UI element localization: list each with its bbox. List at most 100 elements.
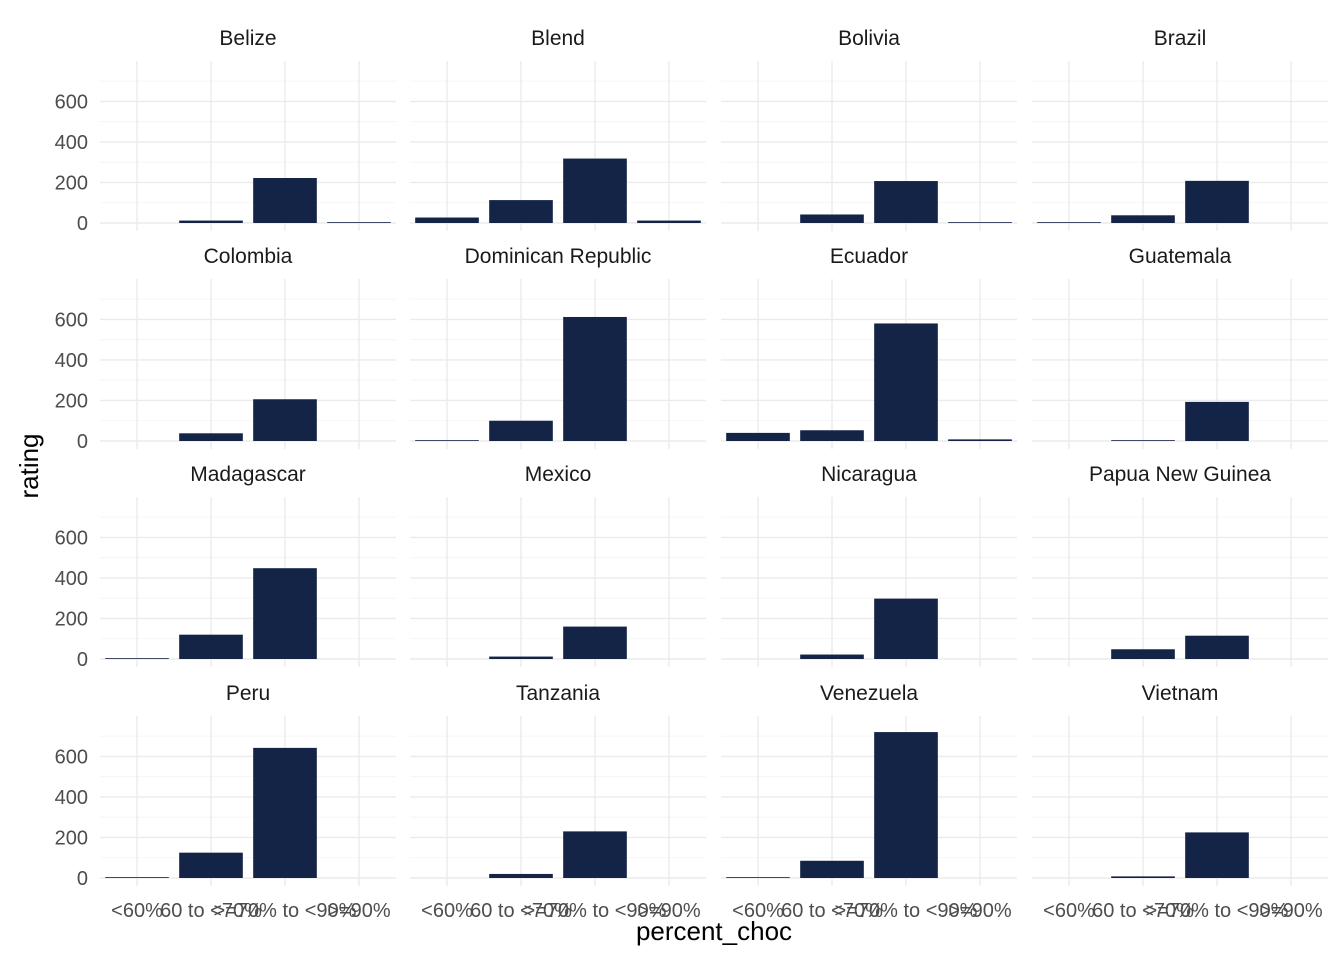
x-axis-title: percent_choc — [636, 916, 792, 946]
bar-brazil-2 — [1185, 180, 1249, 223]
bar-blend-2 — [563, 158, 627, 223]
bar-brazil-1 — [1111, 215, 1175, 223]
facet-title: Mexico — [525, 463, 592, 486]
bar-madagascar-0 — [105, 658, 169, 659]
x-tick-label: >=90% — [1259, 900, 1323, 922]
panel-venezuela: Venezuela <60%60 to <70%>=70% to <90%>=90… — [721, 682, 1017, 922]
bar-ecuador-2 — [874, 323, 938, 441]
bar-nicaragua-1 — [800, 654, 864, 659]
facet-title: Dominican Republic — [465, 245, 652, 268]
facet-title: Tanzania — [516, 682, 600, 705]
bar-peru-1 — [179, 852, 243, 878]
bar-guatemala-1 — [1111, 440, 1175, 441]
panel-bolivia: Bolivia — [721, 27, 1017, 231]
bar-peru-0 — [105, 877, 169, 878]
bar-brazil-0 — [1037, 222, 1101, 223]
y-tick-label: 200 — [55, 390, 88, 412]
y-tick-label: 400 — [55, 350, 88, 372]
x-tick-label: >=70% to <90% — [1146, 900, 1289, 922]
panel-ecuador: Ecuador — [721, 245, 1017, 449]
facet-title: Peru — [226, 682, 270, 705]
bar-mexico-1 — [489, 656, 553, 659]
bar-bolivia-3 — [948, 222, 1012, 223]
bar-papua-new-guinea-1 — [1111, 649, 1175, 659]
bar-ecuador-1 — [800, 430, 864, 441]
facet-title: Venezuela — [820, 682, 918, 705]
x-tick-label: >=90% — [327, 900, 391, 922]
panel-vietnam: Vietnam <60%60 to <70%>=70% to <90%>=90% — [1032, 682, 1328, 922]
bar-venezuela-2 — [874, 732, 938, 878]
facet-title: Brazil — [1154, 27, 1207, 50]
facet-title: Belize — [219, 27, 276, 50]
x-tick-label: >=70% to <90% — [524, 900, 667, 922]
bar-madagascar-1 — [179, 634, 243, 659]
y-tick-label: 0 — [77, 213, 88, 235]
facet-title: Colombia — [204, 245, 293, 268]
facet-title: Vietnam — [1142, 682, 1219, 705]
facet-title: Nicaragua — [821, 463, 917, 486]
bar-nicaragua-2 — [874, 598, 938, 659]
y-tick-label: 0 — [77, 649, 88, 671]
panel-blend: Blend — [410, 27, 706, 231]
bar-vietnam-1 — [1111, 876, 1175, 878]
y-tick-label: 200 — [55, 172, 88, 194]
bar-dominican-republic-2 — [563, 316, 627, 441]
y-tick-label: 400 — [55, 787, 88, 809]
x-tick-label: <60% — [732, 900, 784, 922]
x-tick-label: <60% — [111, 900, 163, 922]
x-tick-label: <60% — [1043, 900, 1095, 922]
y-tick-label: 600 — [55, 309, 88, 331]
bar-blend-1 — [489, 200, 553, 223]
y-tick-label: 600 — [55, 91, 88, 113]
bar-vietnam-2 — [1185, 832, 1249, 878]
facet-title: Bolivia — [838, 27, 900, 50]
panel-guatemala: Guatemala — [1032, 245, 1328, 449]
bar-blend-3 — [637, 220, 701, 223]
panel-peru: Peru 0 200 400 600 <60%60 to <70%>=70% to <90… — [55, 682, 396, 922]
y-tick-label: 600 — [55, 746, 88, 768]
y-tick-label: 400 — [55, 568, 88, 590]
panel-madagascar: Madagascar 0 200 400 600 — [55, 463, 396, 671]
bar-papua-new-guinea-2 — [1185, 635, 1249, 659]
bar-mexico-2 — [563, 626, 627, 659]
x-tick-label: >=90% — [948, 900, 1012, 922]
bar-venezuela-0 — [726, 877, 790, 878]
bar-blend-0 — [415, 217, 479, 223]
panel-dominican-republic: Dominican Republic — [410, 245, 706, 449]
panel-mexico: Mexico — [410, 463, 706, 667]
y-tick-label: 400 — [55, 132, 88, 154]
panel-tanzania: Tanzania <60%60 to <70%>=70% to <90%>=90% — [410, 682, 706, 922]
facet-title: Ecuador — [830, 245, 908, 268]
y-tick-label: 0 — [77, 868, 88, 890]
facet-title: Papua New Guinea — [1089, 463, 1271, 486]
panel-colombia: Colombia 0 200 400 600 — [55, 245, 396, 453]
y-tick-label: 600 — [55, 527, 88, 549]
panel-belize: Belize 0 200 400 600 — [55, 27, 396, 235]
x-tick-label: <60% — [421, 900, 473, 922]
panel-nicaragua: Nicaragua — [721, 463, 1017, 667]
panel-papua-new-guinea: Papua New Guinea — [1032, 463, 1328, 667]
x-tick-label: 60 to <70% — [470, 900, 572, 922]
x-tick-label: 60 to <70% — [160, 900, 262, 922]
bar-guatemala-2 — [1185, 401, 1249, 441]
x-tick-label: 60 to <70% — [781, 900, 883, 922]
bar-belize-1 — [179, 220, 243, 223]
bar-colombia-2 — [253, 399, 317, 441]
facet-title: Madagascar — [190, 463, 306, 486]
panel-brazil: Brazil — [1032, 27, 1328, 231]
bar-bolivia-1 — [800, 214, 864, 223]
y-tick-label: 200 — [55, 608, 88, 630]
bar-colombia-1 — [179, 433, 243, 441]
x-tick-label: >=70% to <90% — [214, 900, 357, 922]
bar-belize-2 — [253, 178, 317, 223]
bar-dominican-republic-0 — [415, 440, 479, 441]
bar-bolivia-2 — [874, 181, 938, 223]
facet-title: Blend — [531, 27, 585, 50]
bar-madagascar-2 — [253, 568, 317, 659]
y-tick-label: 200 — [55, 827, 88, 849]
bar-belize-3 — [327, 222, 391, 223]
bar-ecuador-3 — [948, 439, 1012, 441]
bar-tanzania-1 — [489, 873, 553, 878]
bar-ecuador-0 — [726, 432, 790, 441]
